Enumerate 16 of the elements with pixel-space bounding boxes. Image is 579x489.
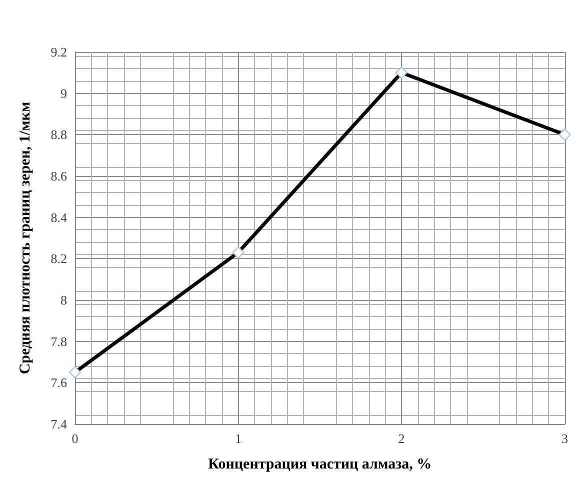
x-tick-label: 3 — [562, 431, 568, 446]
y-tick-label: 7.4 — [50, 416, 68, 432]
x-tick-label: 0 — [72, 431, 78, 446]
y-tick-label: 7.6 — [50, 375, 68, 390]
y-tick-label: 9.2 — [50, 44, 67, 60]
x-axis-title: Концентрация частиц алмаза, % — [208, 456, 432, 472]
y-tick-label: 8 — [60, 292, 67, 308]
y-tick-label: 8.6 — [50, 168, 68, 184]
y-tick-label: 8.4 — [50, 210, 68, 225]
y-tick-label: 9 — [60, 86, 67, 101]
y-tick-label: 7.8 — [50, 334, 67, 349]
x-tick-label: 1 — [235, 431, 242, 446]
y-tick-label: 8.8 — [50, 127, 67, 142]
x-tick-label: 2 — [398, 431, 405, 446]
y-tick-label: 8.2 — [50, 251, 67, 266]
y-axis-title: Средняя плотность границ зерен, 1/мкм — [18, 102, 34, 374]
